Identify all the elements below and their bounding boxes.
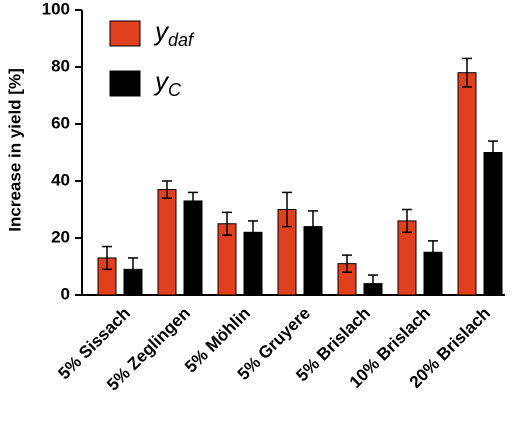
- error-bar: [248, 220, 258, 245]
- y-tick-label: 20: [51, 227, 70, 246]
- error-bar: [462, 57, 472, 88]
- legend-label: ydaf: [153, 16, 195, 50]
- error-bar: [308, 210, 318, 244]
- bar: [483, 152, 503, 296]
- legend-label: yC: [153, 66, 182, 100]
- y-tick-label: 40: [51, 170, 70, 189]
- y-tick-label: 0: [61, 284, 70, 303]
- error-bar: [222, 211, 232, 236]
- error-bar: [128, 257, 138, 282]
- bar: [457, 72, 477, 296]
- error-bar: [342, 254, 352, 273]
- y-tick-label: 80: [51, 56, 70, 75]
- error-bar: [368, 274, 378, 293]
- y-tick-label: 60: [51, 113, 70, 132]
- error-bar: [162, 180, 172, 199]
- legend-swatch: [109, 20, 141, 47]
- legend-swatch: [109, 70, 141, 97]
- error-bar: [282, 191, 292, 228]
- error-bar: [488, 140, 498, 165]
- error-bar: [102, 245, 112, 271]
- bar: [183, 200, 203, 296]
- error-bar: [402, 208, 412, 234]
- error-bar: [428, 240, 438, 265]
- y-tick-label: 100: [42, 0, 70, 18]
- bar: [157, 189, 177, 296]
- y-axis-label: Increase in yield [%]: [5, 68, 24, 231]
- error-bar: [188, 191, 198, 211]
